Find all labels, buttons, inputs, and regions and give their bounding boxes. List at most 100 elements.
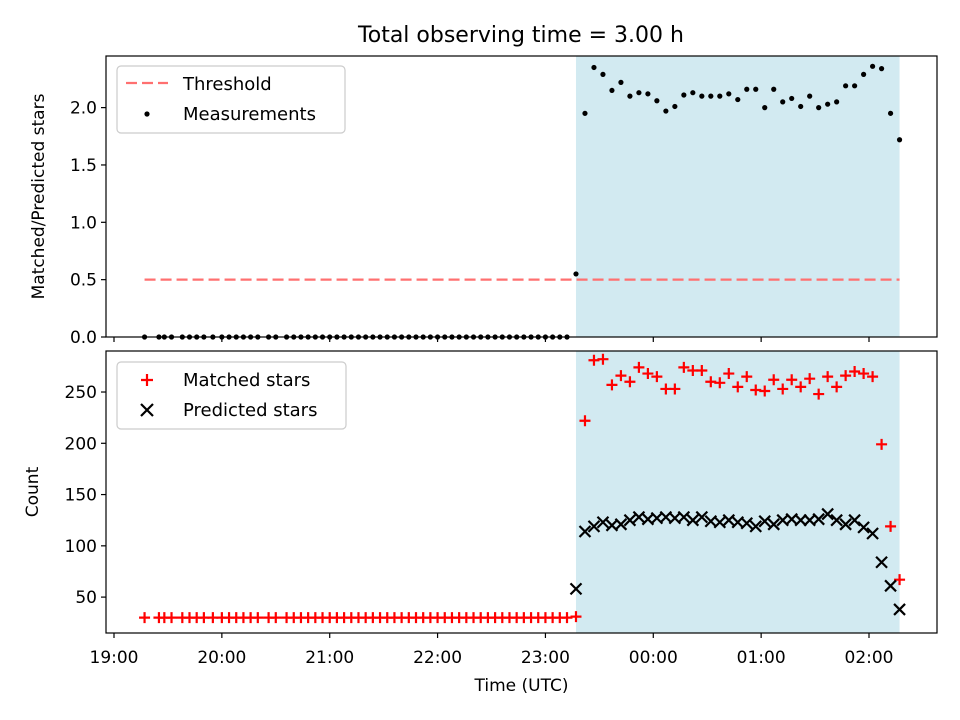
matched-star-point	[732, 381, 744, 393]
matched-star-point	[579, 415, 591, 427]
x-tick-label: 20:00	[197, 648, 246, 668]
matched-star-point	[876, 438, 888, 450]
measurement-point	[726, 91, 732, 97]
top-plot-frame	[105, 55, 938, 338]
measurement-point	[708, 93, 714, 99]
predicted-star-point	[677, 510, 691, 524]
matched-star-point	[831, 381, 843, 393]
matched-star-point	[741, 371, 753, 383]
measurement-point	[789, 95, 795, 102]
matched-star-point	[166, 612, 178, 624]
predicted-star-point	[839, 518, 852, 531]
matched-stars-points	[139, 353, 906, 624]
bottom-y-axis-label: Count	[23, 466, 43, 517]
bottom-legend-box	[116, 361, 347, 430]
bottom-plot-frame	[105, 350, 938, 634]
predicted-stars-points	[569, 507, 906, 616]
matched-star-point	[795, 381, 807, 393]
top-y-axis: 0.0 0.5 1.0 1.5 2.0	[70, 99, 106, 348]
matched-star-point	[606, 379, 618, 391]
matched-star-point	[270, 612, 282, 624]
y-tick-label: 50	[75, 588, 97, 608]
y-tick-label: 100	[65, 537, 97, 557]
matched-star-point	[804, 373, 816, 385]
measurement-point	[825, 101, 831, 107]
x-tick-label: 01:00	[737, 648, 786, 668]
measurement-point	[699, 93, 705, 99]
predicted-star-point	[623, 513, 637, 527]
y-tick-label: 1.0	[70, 213, 97, 233]
measurement-point	[591, 64, 597, 71]
legend-matched-swatch	[141, 374, 153, 386]
measurement-point	[807, 93, 813, 99]
predicted-star-point	[632, 510, 646, 524]
x-tick-label: 00:00	[629, 648, 678, 668]
top-legend-box	[116, 65, 346, 134]
matched-star-point	[252, 612, 264, 624]
measurement-point	[887, 110, 894, 116]
x-tick-label: 19:00	[90, 648, 139, 668]
bottom-x-axis: 19:00 20:00 21:00 22:00 23:00 00:00 01:00 02:00	[90, 633, 894, 668]
predicted-star-point	[740, 516, 754, 530]
measurement-point	[663, 108, 669, 114]
predicted-star-point	[821, 507, 834, 521]
measurement-point	[609, 87, 615, 94]
matched-star-point	[642, 368, 654, 380]
matched-star-point	[139, 612, 151, 624]
matched-star-point	[723, 368, 735, 380]
y-tick-label: 0.0	[70, 328, 97, 348]
matched-star-point	[696, 364, 708, 376]
top-y-axis-label: Matched/Predicted stars	[29, 93, 49, 299]
predicted-star-point	[758, 514, 772, 528]
measurement-point	[645, 91, 651, 97]
matched-star-point	[894, 574, 906, 586]
matched-star-point	[867, 371, 879, 383]
measurement-point	[780, 99, 786, 105]
matched-star-point	[633, 361, 645, 373]
measurement-point	[869, 63, 876, 69]
predicted-star-point	[857, 521, 870, 534]
legend-measurements-label: Measurements	[183, 104, 316, 125]
y-tick-label: 2.0	[70, 99, 97, 119]
legend-predicted-swatch	[140, 403, 154, 417]
matched-star-point	[858, 368, 870, 380]
matched-star-point	[813, 388, 825, 400]
matched-star-point	[885, 520, 897, 532]
matched-star-point	[651, 371, 663, 383]
measurement-point	[600, 71, 606, 77]
y-tick-label: 250	[65, 383, 97, 403]
matched-star-point	[669, 383, 681, 395]
matched-star-point	[570, 611, 582, 623]
top-shaded-interval	[575, 56, 900, 337]
matched-star-point	[759, 385, 771, 397]
predicted-star-point	[587, 520, 601, 533]
predicted-star-point	[812, 512, 825, 526]
x-tick-label: 21:00	[305, 648, 354, 668]
x-tick-label: 02:00	[845, 648, 894, 668]
legend-measurements-swatch	[144, 111, 150, 117]
predicted-star-point	[578, 525, 592, 538]
measurement-point	[771, 86, 777, 92]
measurement-point	[878, 66, 885, 72]
measurement-point	[627, 93, 633, 99]
y-tick-label: 200	[65, 434, 97, 454]
predicted-star-point	[866, 527, 879, 540]
matched-star-point	[822, 371, 834, 383]
measurement-point	[744, 86, 750, 92]
legend-predicted-label: Predicted stars	[183, 400, 317, 421]
bottom-y-axis: 50 100 150 200 250	[65, 383, 106, 608]
matched-star-point	[777, 383, 789, 395]
measurement-point	[798, 103, 804, 110]
x-tick-label: 22:00	[413, 648, 462, 668]
predicted-star-point	[884, 579, 897, 593]
predicted-star-point	[875, 555, 888, 569]
bottom-legend: Matched stars Predicted stars	[116, 361, 347, 430]
top-panel: 0.00.51.01.52.0 Matched/Predicted stars …	[29, 55, 938, 348]
predicted-star-point	[569, 582, 583, 596]
measurement-point	[582, 110, 588, 116]
measurement-point	[834, 99, 840, 105]
y-tick-label: 1.5	[70, 156, 97, 176]
measurement-point	[816, 105, 822, 111]
matched-star-point	[786, 374, 798, 386]
measurement-point	[618, 79, 624, 85]
